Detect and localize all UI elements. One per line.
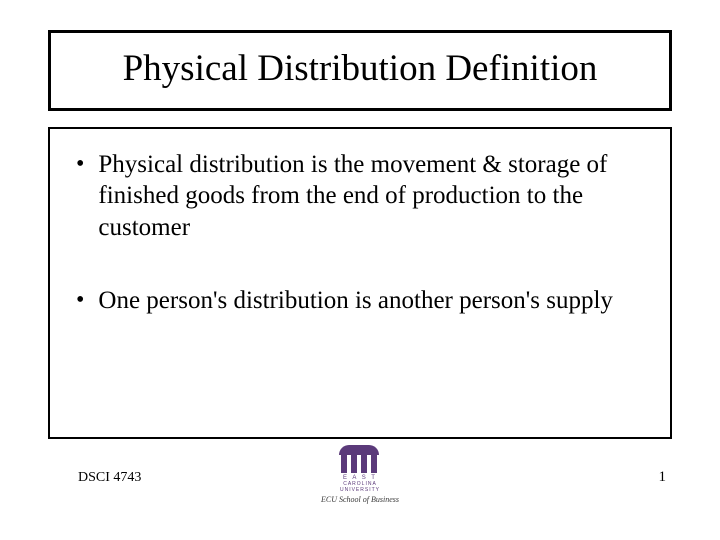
slide-container: Physical Distribution Definition • Physi…: [0, 0, 720, 540]
logo-arch-icon: [335, 441, 385, 473]
slide-footer: DSCI 4743 E A S T CAROLINA UNIVERSITY EC…: [0, 444, 720, 504]
page-number: 1: [659, 469, 667, 486]
title-box: Physical Distribution Definition: [48, 30, 672, 111]
course-code: DSCI 4743: [78, 470, 141, 486]
body-box: • Physical distribution is the movement …: [48, 127, 672, 439]
slide-title: Physical Distribution Definition: [63, 47, 657, 90]
bullet-text: Physical distribution is the movement & …: [98, 149, 654, 243]
bullet-dot-icon: •: [76, 149, 84, 179]
university-logo: E A S T CAROLINA UNIVERSITY ECU School o…: [315, 441, 405, 504]
bullet-item: • One person's distribution is another p…: [66, 285, 654, 316]
bullet-item: • Physical distribution is the movement …: [66, 149, 654, 243]
logo-text-line3: UNIVERSITY: [315, 487, 405, 493]
bullet-text: One person's distribution is another per…: [98, 285, 613, 316]
bullet-dot-icon: •: [76, 285, 84, 315]
logo-school-text: ECU School of Business: [315, 495, 405, 504]
